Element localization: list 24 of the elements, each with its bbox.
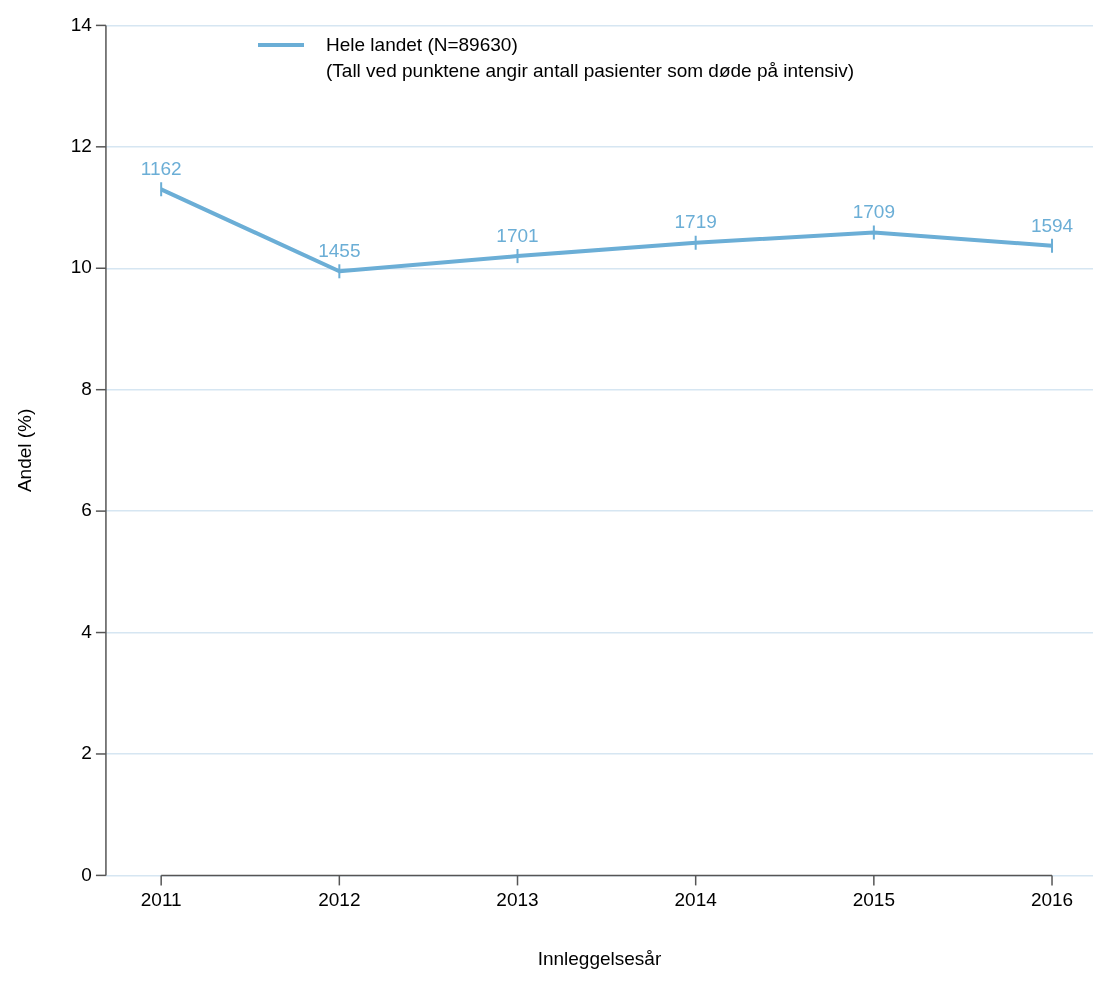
annotation: 1594	[1030, 214, 1074, 236]
x-tick-label: 2014	[674, 889, 718, 911]
y-tick-label: 14	[70, 13, 93, 35]
annotation: 1709	[852, 201, 895, 223]
x-tick-label: 2011	[140, 889, 182, 911]
y-tick-label: 8	[81, 377, 92, 399]
y-axis-title: Andel (%)	[13, 408, 35, 493]
annotation: 1162	[140, 158, 182, 180]
y-tick-label: 6	[81, 499, 92, 521]
annotation: 1719	[674, 211, 717, 233]
x-tick-label: 2013	[496, 889, 539, 911]
y-tick-label: 4	[81, 620, 93, 642]
y-tick-label: 0	[81, 863, 92, 885]
y-tick-label: 12	[70, 135, 92, 157]
annotation: 1455	[318, 240, 361, 262]
x-tick-label: 2012	[318, 889, 361, 911]
x-axis-title: Innleggelsesår	[537, 947, 662, 969]
y-tick-label: 2	[81, 742, 92, 764]
annotation: (Tall ved punktene angir antall pasienter som døde på intensiv)	[326, 59, 855, 83]
y-tick-label: 10	[70, 256, 92, 278]
annotation: 1701	[496, 224, 539, 246]
x-tick-label: 2015	[852, 889, 895, 911]
x-tick-label: 2016	[1030, 889, 1074, 911]
legend-label: Hele landet (N=89630)	[326, 33, 518, 57]
